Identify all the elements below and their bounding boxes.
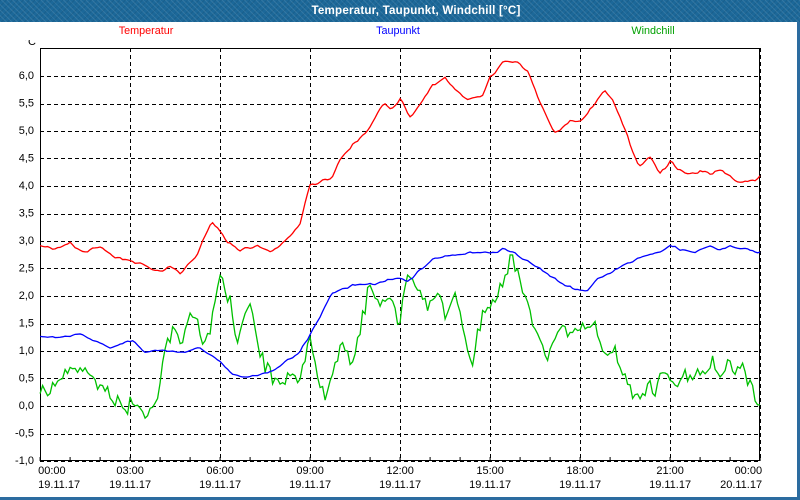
svg-text:19.11.17: 19.11.17 xyxy=(199,479,241,491)
svg-text:1,5: 1,5 xyxy=(19,318,34,330)
svg-text:6,0: 6,0 xyxy=(19,70,34,82)
svg-text:2,5: 2,5 xyxy=(19,263,34,275)
svg-text:19.11.17: 19.11.17 xyxy=(38,479,80,491)
svg-text:19.11.17: 19.11.17 xyxy=(649,479,691,491)
svg-text:0,0: 0,0 xyxy=(19,400,34,412)
svg-text:18:00: 18:00 xyxy=(566,465,594,477)
svg-text:21:00: 21:00 xyxy=(656,465,684,477)
svg-text:20.11.17: 20.11.17 xyxy=(720,479,762,491)
svg-text:°C: °C xyxy=(24,40,36,48)
svg-text:19.11.17: 19.11.17 xyxy=(289,479,331,491)
svg-text:1,0: 1,0 xyxy=(19,345,34,357)
svg-text:-0,5: -0,5 xyxy=(15,428,34,440)
svg-text:0,5: 0,5 xyxy=(19,373,34,385)
svg-text:19.11.17: 19.11.17 xyxy=(109,479,151,491)
svg-text:15:00: 15:00 xyxy=(476,465,504,477)
svg-text:4,0: 4,0 xyxy=(19,180,34,192)
svg-text:19.11.17: 19.11.17 xyxy=(559,479,601,491)
svg-text:06:00: 06:00 xyxy=(206,465,234,477)
svg-text:19.11.17: 19.11.17 xyxy=(379,479,421,491)
svg-text:19.11.17: 19.11.17 xyxy=(469,479,511,491)
svg-text:2,0: 2,0 xyxy=(19,290,34,302)
svg-text:3,5: 3,5 xyxy=(19,208,34,220)
svg-text:-1,0: -1,0 xyxy=(15,455,34,467)
svg-text:5,0: 5,0 xyxy=(19,125,34,137)
svg-text:12:00: 12:00 xyxy=(386,465,414,477)
svg-text:00:00: 00:00 xyxy=(38,465,66,477)
svg-text:3,0: 3,0 xyxy=(19,235,34,247)
svg-text:09:00: 09:00 xyxy=(296,465,324,477)
svg-text:00:00: 00:00 xyxy=(735,465,763,477)
svg-text:5,5: 5,5 xyxy=(19,98,34,110)
svg-text:03:00: 03:00 xyxy=(116,465,144,477)
svg-text:4,5: 4,5 xyxy=(19,153,34,165)
